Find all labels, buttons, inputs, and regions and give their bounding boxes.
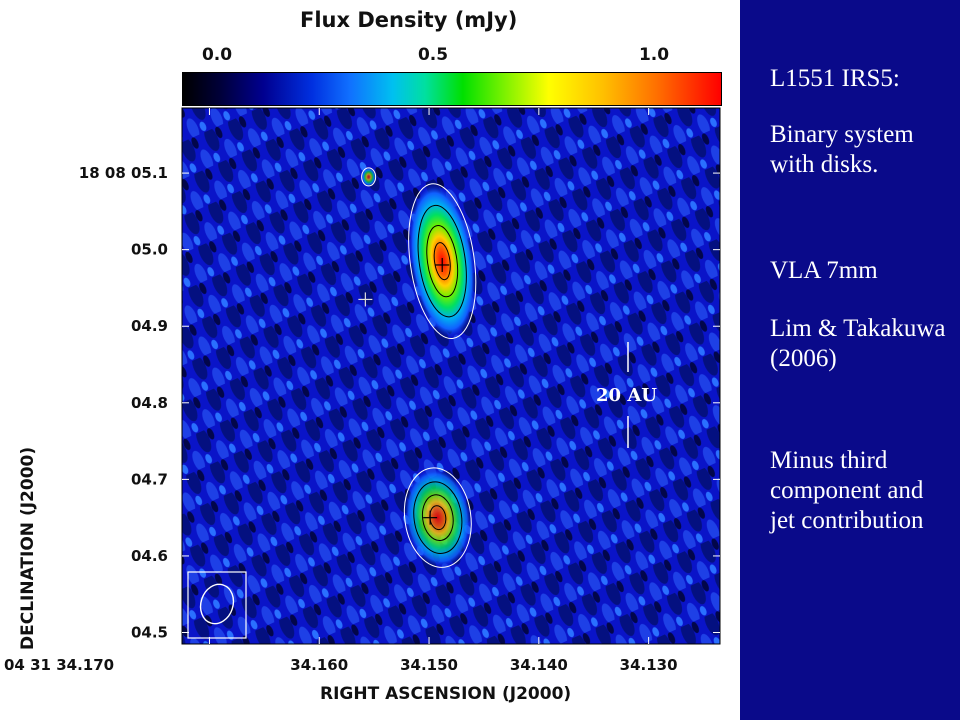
- x-tick-label-2: 34.150: [400, 656, 458, 674]
- x-tick-label-4: 34.130: [620, 656, 678, 674]
- side-line-title: L1551 IRS5:: [770, 65, 900, 92]
- cross-marker-0: [435, 257, 450, 272]
- side-line-note: Minus third component and jet contributi…: [770, 447, 924, 534]
- x-tick-label-0: 04 31 34.170: [4, 656, 114, 674]
- y-tick-label-2: 04.9: [131, 317, 168, 335]
- contour-0-1: [417, 204, 467, 318]
- y-tick-label-6: 04.5: [131, 624, 168, 642]
- side-line-description: Binary system with disks.: [770, 121, 914, 178]
- side-panel: L1551 IRS5: Binary system with disks. VL…: [740, 0, 960, 720]
- colorbar-tick-0: 0.0: [201, 45, 233, 65]
- colorbar-title: Flux Density (mJy): [300, 8, 518, 32]
- colorbar: [182, 72, 722, 106]
- cross-marker-1: [358, 292, 373, 307]
- emission-component-2: [361, 167, 377, 187]
- side-line-reference: Lim & Takakuwa (2006): [770, 315, 946, 372]
- plot-frame: [181, 107, 721, 645]
- contour-0-3: [433, 242, 451, 281]
- contour-1-0: [403, 467, 472, 568]
- y-tick-label-4: 04.7: [131, 470, 168, 488]
- beam-box: [187, 571, 247, 639]
- contour-1-1: [413, 481, 463, 554]
- colorbar-tick-2: 1.0: [638, 45, 670, 65]
- cross-marker-2: [423, 510, 438, 525]
- scale-bar-label: 20 AU: [596, 385, 657, 406]
- x-axis-title: RIGHT ASCENSION (J2000): [320, 684, 572, 704]
- contour-1-2: [421, 494, 454, 542]
- colorbar-tick-1: 0.5: [417, 45, 449, 65]
- contour-0-2: [426, 225, 459, 298]
- y-tick-label-5: 04.6: [131, 547, 168, 565]
- figure: Flux Density (mJy) 0.0 0.5 1.0: [4, 8, 722, 704]
- contour-2-0: [361, 167, 377, 187]
- y-tick-label-3: 04.8: [131, 394, 168, 412]
- y-tick-label-0: 18 08 05.1: [79, 164, 168, 182]
- x-tick-label-3: 34.140: [510, 656, 568, 674]
- y-axis-title: DECLINATION (J2000): [18, 446, 38, 650]
- y-tick-label-1: 05.0: [131, 241, 168, 259]
- contour-0-0: [408, 183, 477, 340]
- plot-area: 20 AU 04 31 34.170 34.160 34.150 34.140 34.1…: [4, 107, 721, 674]
- side-line-instrument: VLA 7mm: [770, 257, 878, 284]
- x-tick-label-1: 34.160: [290, 656, 348, 674]
- emission-component-1: [403, 467, 472, 568]
